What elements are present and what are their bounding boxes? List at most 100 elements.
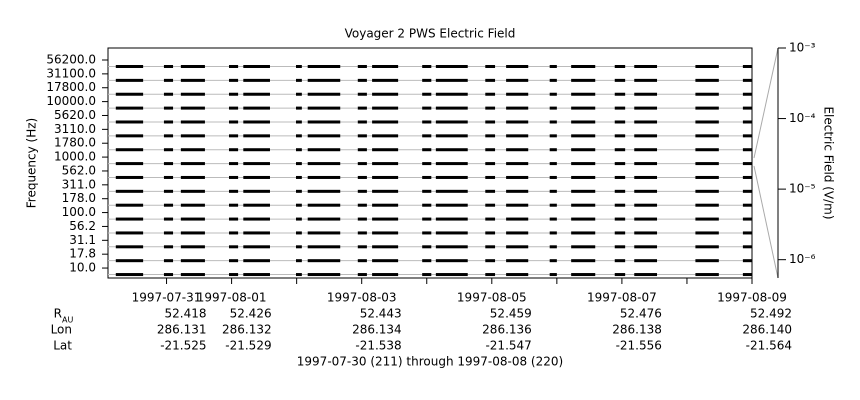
ephemeris-value: 52.426 [230,307,272,321]
coverage-bar [372,92,399,96]
coverage-bar [372,203,399,207]
coverage-bar [485,217,496,221]
ephemeris-value: 52.459 [490,307,532,321]
coverage-bar [372,245,399,249]
coverage-bar [243,65,270,68]
coverage-bar [506,120,529,124]
coverage-bar [634,189,658,193]
coverage-bar [634,245,658,249]
coverage-bar [243,189,270,193]
coverage-bar [485,134,496,138]
coverage-bar [634,231,658,235]
coverage-bar [695,148,719,152]
coverage-bar [115,217,144,221]
coverage-bar [634,92,658,96]
coverage-bar [180,203,205,207]
coverage-bar [228,92,239,96]
coverage-bar [357,120,367,124]
coverage-bar [695,134,719,138]
coverage-bar [180,175,205,179]
coverage-bar [228,189,239,193]
ephemeris-value: -21.556 [616,339,662,353]
coverage-bar [422,203,432,207]
coverage-bar [295,106,302,110]
coverage-bar [243,259,270,263]
coverage-bar [435,273,468,277]
coverage-bar [742,217,752,221]
coverage-bar [357,134,367,138]
coverage-bar [372,217,399,221]
coverage-bar [571,78,596,82]
coverage-bar [372,65,399,68]
coverage-bar [422,217,432,221]
coverage-bar [422,162,432,166]
coverage-bar [549,217,557,221]
coverage-bar [115,92,144,96]
coverage-bar [228,217,239,221]
ephemeris-value: -21.547 [485,339,531,353]
coverage-bar [180,259,205,263]
coverage-bar [228,203,239,207]
coverage-bar [571,134,596,138]
coverage-bar [163,231,174,235]
coverage-bar [742,65,752,68]
channel-label: 5620.0 [54,108,96,122]
coverage-bar [614,175,626,179]
coverage-bar [549,273,557,277]
x-tick-label: 1997-08-09 [717,291,787,305]
coverage-bar [228,162,239,166]
coverage-bar [357,189,367,193]
channel-label: 100.0 [62,205,96,219]
coverage-bar [163,162,174,166]
coverage-bar [163,175,174,179]
coverage-bar [422,231,432,235]
coverage-bar [422,78,432,82]
coverage-bar [243,78,270,82]
coverage-bar [228,120,239,124]
coverage-bar [115,231,144,235]
coverage-bar [115,175,144,179]
coverage-bar [295,189,302,193]
channel-label: 10.0 [69,261,96,275]
channel-label: 31.1 [69,233,96,247]
x-tick-label: 1997-07-31 [132,291,202,305]
coverage-bar [163,78,174,82]
coverage-bar [422,120,432,124]
coverage-bar [295,78,302,82]
coverage-bar [435,162,468,166]
coverage-bar [295,217,302,221]
coverage-bar [422,134,432,138]
coverage-bar [614,162,626,166]
channel-label: 31100.0 [46,66,96,80]
coverage-bar [372,120,399,124]
x-tick-label: 1997-08-01 [197,291,267,305]
coverage-bar [485,120,496,124]
coverage-bar [307,148,341,152]
channel-label: 1000.0 [54,150,96,164]
ephemeris-value: -21.538 [355,339,401,353]
channel-label: 10000.0 [46,94,96,108]
coverage-bar [435,65,468,68]
ephemeris-value: 52.492 [750,307,792,321]
coverage-bar [372,175,399,179]
y-axis-label: Frequency (Hz) [25,118,39,209]
coverage-bar [163,259,174,263]
ephemeris-value: 286.134 [352,323,402,337]
coverage-bar [180,134,205,138]
x-tick-label: 1997-08-03 [327,291,397,305]
channel-label: 562.0 [62,163,96,177]
coverage-bar [634,134,658,138]
coverage-bar [742,92,752,96]
coverage-bar [295,65,302,68]
coverage-bar [163,273,174,277]
coverage-bar [634,217,658,221]
coverage-bar [695,245,719,249]
ephemeris-value: 52.476 [620,307,662,321]
coverage-bar [307,92,341,96]
coverage-bar [549,106,557,110]
x-tick-label: 1997-08-07 [587,291,657,305]
coverage-bar [372,106,399,110]
coverage-bar [422,175,432,179]
coverage-bar [549,189,557,193]
coverage-bar [695,78,719,82]
